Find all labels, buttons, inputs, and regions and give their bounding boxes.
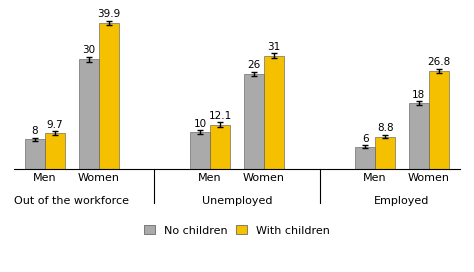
- Bar: [99, 23, 119, 169]
- Bar: [244, 74, 264, 169]
- Bar: [25, 140, 45, 169]
- Text: 8: 8: [32, 126, 38, 136]
- Text: 12.1: 12.1: [209, 111, 232, 121]
- Text: 26.8: 26.8: [428, 57, 451, 67]
- Text: 10: 10: [193, 119, 207, 129]
- Bar: [190, 132, 210, 169]
- Text: 39.9: 39.9: [97, 10, 120, 20]
- Legend: No children, With children: No children, With children: [139, 221, 335, 240]
- Bar: [429, 71, 449, 169]
- Text: 8.8: 8.8: [377, 123, 393, 133]
- Text: 18: 18: [412, 90, 426, 100]
- Text: 9.7: 9.7: [47, 120, 64, 130]
- Text: 31: 31: [267, 42, 281, 52]
- Text: Out of the workforce: Out of the workforce: [15, 196, 129, 206]
- Bar: [375, 137, 395, 169]
- Bar: [409, 103, 429, 169]
- Bar: [210, 125, 230, 169]
- Bar: [45, 133, 65, 169]
- Text: Employed: Employed: [374, 196, 430, 206]
- Text: Unemployed: Unemployed: [202, 196, 272, 206]
- Bar: [264, 55, 284, 169]
- Text: 26: 26: [247, 60, 261, 70]
- Text: 30: 30: [82, 45, 95, 55]
- Text: 6: 6: [362, 134, 368, 144]
- Bar: [355, 147, 375, 169]
- Bar: [79, 59, 99, 169]
